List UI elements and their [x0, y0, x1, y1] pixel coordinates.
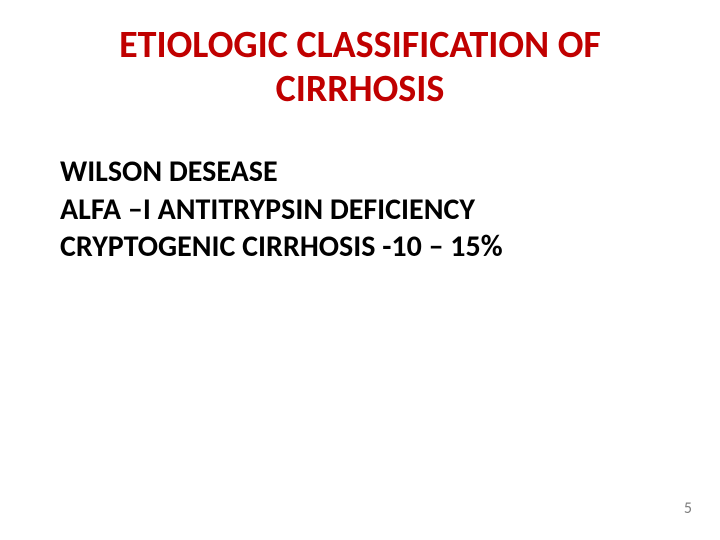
body-line: CRYPTOGENIC CIRRHOSIS -10 – 15% — [60, 228, 660, 266]
slide-title: ETIOLOGIC CLASSIFICATION OF CIRRHOSIS — [60, 24, 660, 111]
body-line: ALFA –I ANTITRYPSIN DEFICIENCY — [60, 191, 660, 229]
page-number: 5 — [684, 499, 692, 518]
body-line: WILSON DESEASE — [60, 153, 660, 191]
slide-body: WILSON DESEASE ALFA –I ANTITRYPSIN DEFIC… — [60, 153, 660, 266]
slide: ETIOLOGIC CLASSIFICATION OF CIRRHOSIS WI… — [0, 0, 720, 540]
